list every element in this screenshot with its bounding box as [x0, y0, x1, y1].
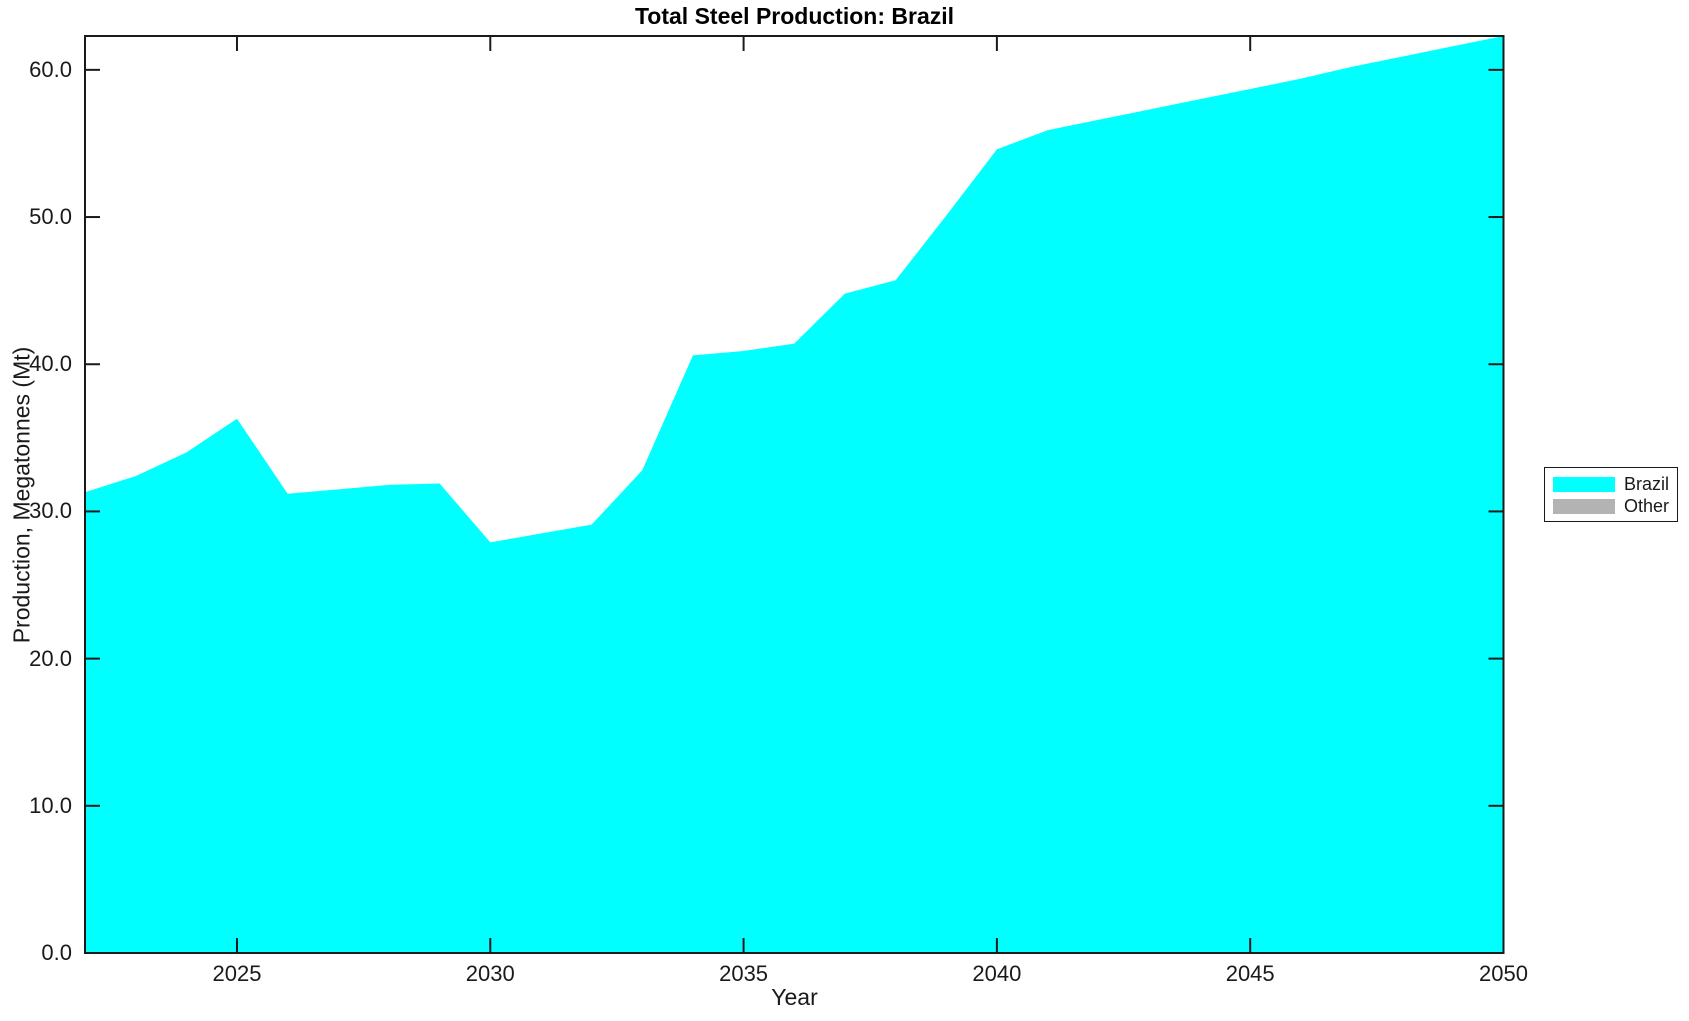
y-tick-label: 0.0	[41, 940, 72, 965]
y-tick-label: 10.0	[29, 792, 72, 818]
y-tick-label: 40.0	[29, 351, 72, 377]
chart-title: Total Steel Production: Brazil	[634, 3, 955, 29]
x-axis-label: Year	[771, 984, 818, 1010]
x-tick-label: 2035	[719, 961, 769, 986]
legend: Brazil Other	[1544, 467, 1678, 522]
x-tick-label: 2040	[972, 961, 1022, 986]
y-tick-label: 50.0	[29, 204, 72, 230]
x-tick-label: 2045	[1225, 961, 1275, 986]
y-tick-label: 20.0	[29, 645, 72, 671]
y-tick-label: 30.0	[29, 498, 72, 524]
legend-label-other: Other	[1624, 496, 1670, 516]
x-tick-label: 2025	[212, 961, 262, 986]
legend-swatch-other	[1553, 498, 1615, 514]
legend-swatch-brazil	[1553, 476, 1615, 492]
x-tick-label: 2050	[1479, 961, 1528, 986]
legend-item-brazil: Brazil	[1545, 473, 1677, 495]
legend-item-other: Other	[1545, 495, 1677, 517]
y-axis-label: Production, Megatonnes (Mt)	[8, 346, 35, 644]
y-tick-label: 60.0	[29, 56, 72, 82]
legend-label-brazil: Brazil	[1624, 474, 1670, 494]
x-tick-label: 2030	[465, 961, 515, 986]
